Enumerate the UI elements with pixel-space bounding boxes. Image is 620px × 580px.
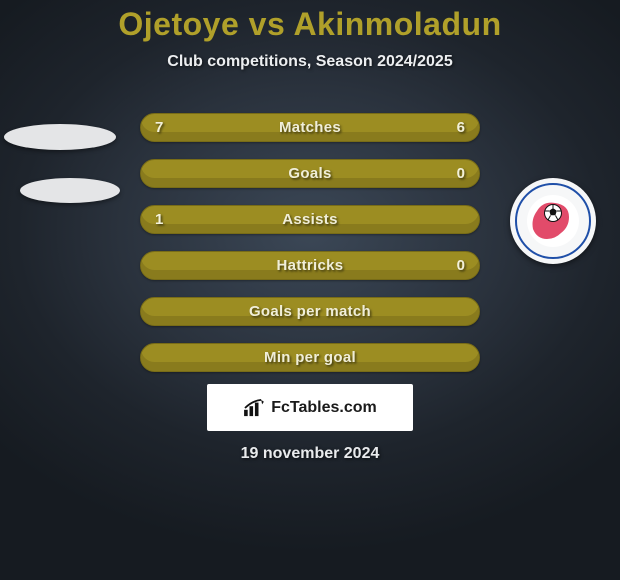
club-badge-inner [527, 195, 579, 247]
stat-label: Hattricks [277, 257, 344, 274]
fctables-icon [243, 399, 265, 417]
stat-left-value: 1 [155, 206, 163, 233]
stat-right-value: 0 [457, 252, 465, 279]
stat-label: Min per goal [264, 349, 356, 366]
stat-label: Assists [282, 211, 337, 228]
left-ellipse-top [4, 124, 116, 150]
stat-label: Matches [279, 119, 341, 136]
club-badge [510, 178, 596, 264]
stat-label: Goals [288, 165, 331, 182]
stat-right-value: 0 [457, 160, 465, 187]
stat-left-value: 7 [155, 114, 163, 141]
title-player-left: Ojetoye [118, 6, 239, 42]
stat-bar-min-per-goal: Min per goal [140, 343, 480, 372]
stat-bar-goals: Goals 0 [140, 159, 480, 188]
stat-right-value: 6 [457, 114, 465, 141]
title-player-right: Akinmoladun [293, 6, 501, 42]
page-title: Ojetoye vs Akinmoladun [0, 6, 620, 43]
title-vs: vs [249, 6, 286, 42]
stat-label: Goals per match [249, 303, 371, 320]
stat-bar-goals-per-match: Goals per match [140, 297, 480, 326]
date-text: 19 november 2024 [0, 445, 620, 463]
subtitle: Club competitions, Season 2024/2025 [0, 53, 620, 71]
stat-bar-hattricks: Hattricks 0 [140, 251, 480, 280]
stat-bar-assists: 1 Assists [140, 205, 480, 234]
fctables-logo: FcTables.com [207, 384, 413, 431]
left-ellipse-mid [20, 178, 120, 203]
stat-bar-matches: 7 Matches 6 [140, 113, 480, 142]
fctables-logo-text: FcTables.com [271, 399, 377, 417]
